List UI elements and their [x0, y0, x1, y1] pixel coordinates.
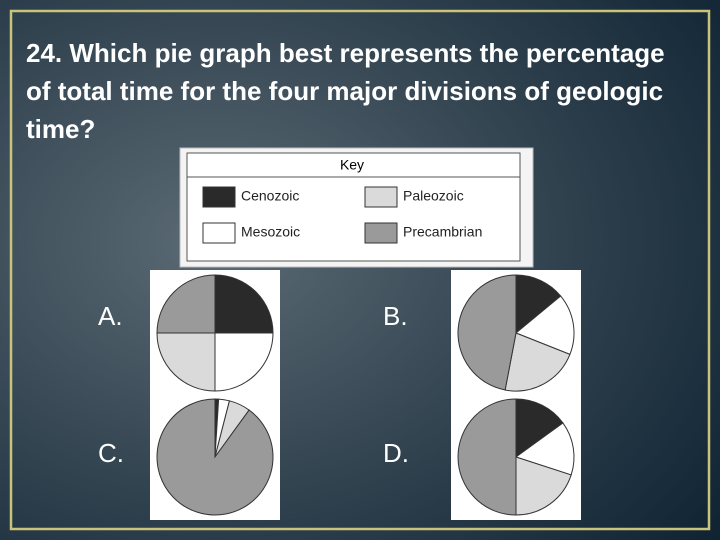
pie-slice: [214, 332, 274, 392]
question: 24. Which pie graph best represents the …: [26, 38, 665, 144]
key-swatch: [202, 186, 236, 208]
pie-slice: [514, 422, 575, 476]
pie-slice: [515, 295, 575, 356]
key-swatch: [364, 186, 398, 208]
key-title: Key: [340, 157, 364, 173]
option-label: D.: [383, 438, 409, 468]
pie-slice: [156, 398, 274, 516]
option-label: B.: [383, 301, 408, 331]
pie-slice: [515, 456, 572, 516]
pie-slice: [515, 274, 562, 335]
pie-slice: [515, 398, 564, 458]
pie-slice: [504, 332, 571, 392]
key-label: Precambrian: [403, 224, 482, 240]
key-label: Paleozoic: [403, 188, 464, 204]
pie-slice: [457, 274, 517, 391]
key-inner: [186, 152, 521, 262]
key-label: Cenozoic: [241, 188, 299, 204]
pie-slice: [156, 274, 216, 334]
pie-slice: [457, 398, 517, 516]
key-swatch: [202, 222, 236, 244]
frame: [9, 9, 711, 531]
option-label: C.: [98, 438, 124, 468]
pie-slice: [214, 274, 274, 334]
pie-slice: [156, 332, 216, 392]
key-label: Mesozoic: [241, 224, 300, 240]
option-label: A.: [98, 301, 123, 331]
key-swatch: [364, 222, 398, 244]
